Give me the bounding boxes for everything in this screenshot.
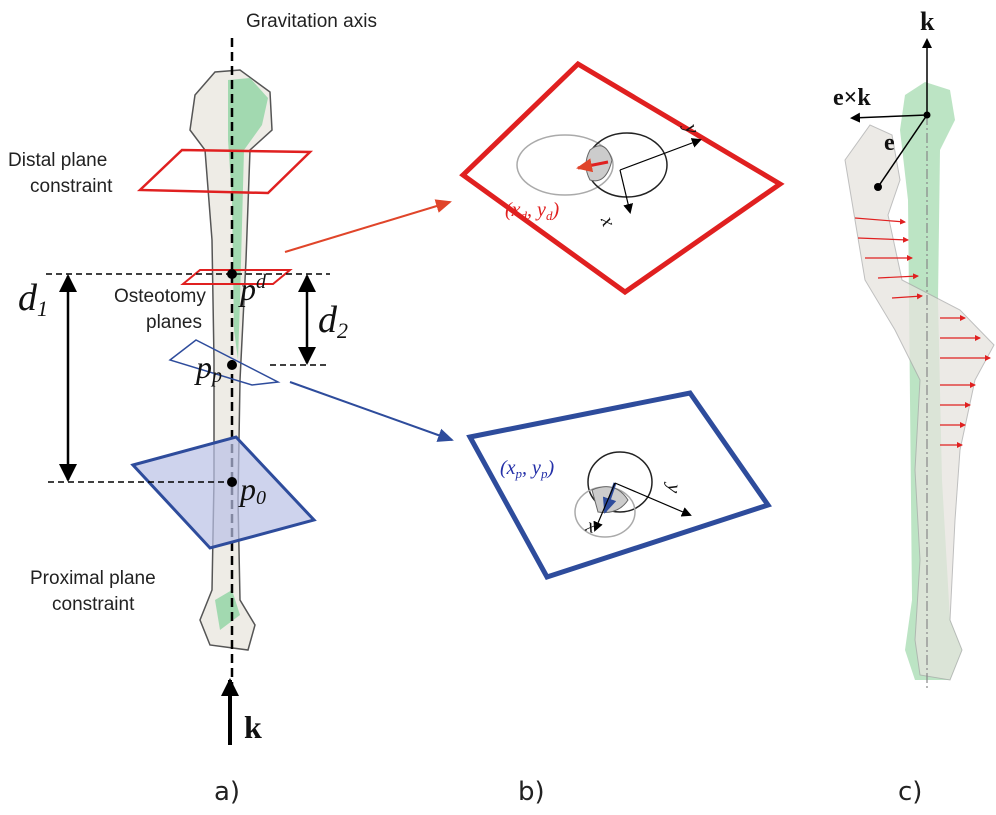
distal-label: constraint (30, 176, 113, 197)
d2-base: d (318, 299, 338, 341)
coord-part: , y (527, 199, 546, 221)
osteotomy-label: Osteotomy (114, 286, 206, 307)
proximal-label: constraint (52, 594, 135, 615)
distal-label: Distal plane (8, 150, 107, 171)
pp-base: p (194, 349, 212, 385)
p0-base: p (238, 471, 256, 507)
panel-c: k e×k e c) (833, 7, 994, 807)
pd-label: pd (238, 271, 267, 307)
k-label: k (920, 7, 935, 36)
point (227, 360, 237, 370)
coord-part: ) (551, 199, 559, 221)
coord-part: ) (546, 457, 554, 479)
proximal-coords: (xp, yp) (500, 457, 554, 481)
exk-label: e×k (833, 85, 871, 111)
panel-a: Gravitation axis Distal plane constraint… (8, 11, 377, 807)
point (924, 112, 931, 119)
d2-sub: 2 (337, 318, 348, 343)
axis-x (620, 170, 630, 212)
panel-b: y x (xd, yd) y x (xp, yp) b) (285, 64, 780, 807)
point (227, 477, 237, 487)
proximal-label: Proximal plane (30, 568, 156, 589)
pd-sub: d (256, 271, 267, 293)
coord-part: (x (500, 457, 516, 479)
d2-label: d2 (318, 299, 348, 343)
pp-sub: p (210, 365, 222, 387)
distal-coords: (xd, yd) (505, 199, 559, 223)
axis-label: Gravitation axis (246, 11, 377, 32)
e-label: e (884, 130, 895, 156)
pd-base: p (238, 271, 256, 307)
d1-sub: 1 (37, 296, 48, 321)
k-label: k (244, 709, 262, 745)
point (874, 183, 882, 191)
osteotomy-label: planes (146, 312, 202, 333)
point (227, 269, 237, 279)
link-arrow (285, 202, 450, 252)
proximal-plane (133, 437, 314, 548)
axis-x-label: x (596, 213, 620, 230)
coord-part: , y (522, 457, 541, 479)
link-arrow (290, 382, 452, 440)
caption: a) (214, 777, 240, 807)
axis-y (620, 140, 700, 170)
figure: Gravitation axis Distal plane constraint… (0, 0, 996, 815)
caption: b) (518, 777, 545, 807)
caption: c) (898, 777, 922, 807)
d1-base: d (18, 277, 38, 319)
axis-y-label: y (663, 481, 686, 494)
d1-label: d1 (18, 277, 48, 321)
coord-part: (x (505, 199, 521, 221)
p0-sub: 0 (256, 487, 266, 509)
